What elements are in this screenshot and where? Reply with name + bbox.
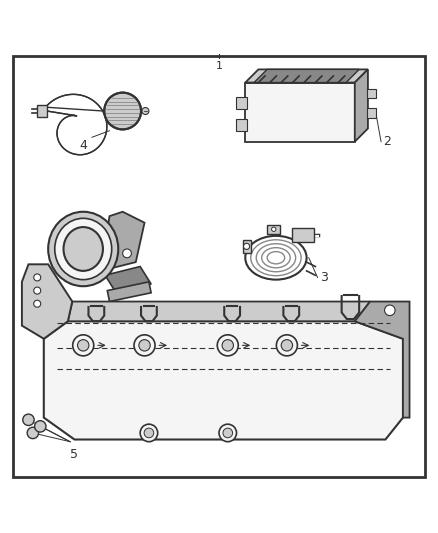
Polygon shape bbox=[355, 69, 368, 142]
FancyBboxPatch shape bbox=[367, 108, 376, 118]
Polygon shape bbox=[107, 282, 151, 302]
Circle shape bbox=[217, 335, 238, 356]
Circle shape bbox=[73, 335, 94, 356]
Circle shape bbox=[123, 249, 131, 258]
Circle shape bbox=[222, 340, 233, 351]
FancyBboxPatch shape bbox=[367, 88, 376, 98]
Circle shape bbox=[134, 335, 155, 356]
Polygon shape bbox=[101, 212, 145, 271]
Circle shape bbox=[104, 93, 141, 130]
Circle shape bbox=[385, 305, 395, 316]
Text: 2: 2 bbox=[383, 135, 391, 148]
Text: 1: 1 bbox=[215, 61, 223, 71]
FancyBboxPatch shape bbox=[292, 228, 314, 241]
Circle shape bbox=[78, 340, 89, 351]
Circle shape bbox=[140, 424, 158, 442]
Circle shape bbox=[281, 340, 293, 351]
Circle shape bbox=[144, 428, 154, 438]
Circle shape bbox=[142, 108, 149, 115]
Circle shape bbox=[27, 427, 39, 439]
Circle shape bbox=[23, 414, 34, 425]
Circle shape bbox=[219, 424, 237, 442]
Circle shape bbox=[139, 340, 150, 351]
Ellipse shape bbox=[48, 212, 118, 286]
Polygon shape bbox=[245, 83, 355, 142]
Ellipse shape bbox=[64, 227, 103, 271]
Circle shape bbox=[244, 243, 250, 249]
Circle shape bbox=[35, 421, 46, 432]
Circle shape bbox=[34, 287, 41, 294]
Circle shape bbox=[34, 274, 41, 281]
FancyBboxPatch shape bbox=[236, 119, 247, 131]
Polygon shape bbox=[355, 302, 410, 418]
Ellipse shape bbox=[55, 219, 112, 280]
Polygon shape bbox=[44, 321, 403, 440]
Polygon shape bbox=[267, 225, 280, 233]
Circle shape bbox=[276, 335, 297, 356]
Text: 4: 4 bbox=[79, 140, 87, 152]
Text: 5: 5 bbox=[71, 448, 78, 461]
Polygon shape bbox=[254, 69, 359, 83]
FancyBboxPatch shape bbox=[37, 106, 47, 117]
Circle shape bbox=[223, 428, 233, 438]
Polygon shape bbox=[245, 69, 368, 83]
Polygon shape bbox=[243, 240, 251, 253]
Text: 5: 5 bbox=[57, 286, 65, 299]
Circle shape bbox=[34, 300, 41, 307]
Polygon shape bbox=[68, 302, 370, 321]
FancyBboxPatch shape bbox=[236, 98, 247, 109]
Polygon shape bbox=[22, 264, 72, 339]
Circle shape bbox=[272, 227, 276, 231]
Polygon shape bbox=[105, 266, 151, 293]
Text: 3: 3 bbox=[320, 271, 328, 284]
